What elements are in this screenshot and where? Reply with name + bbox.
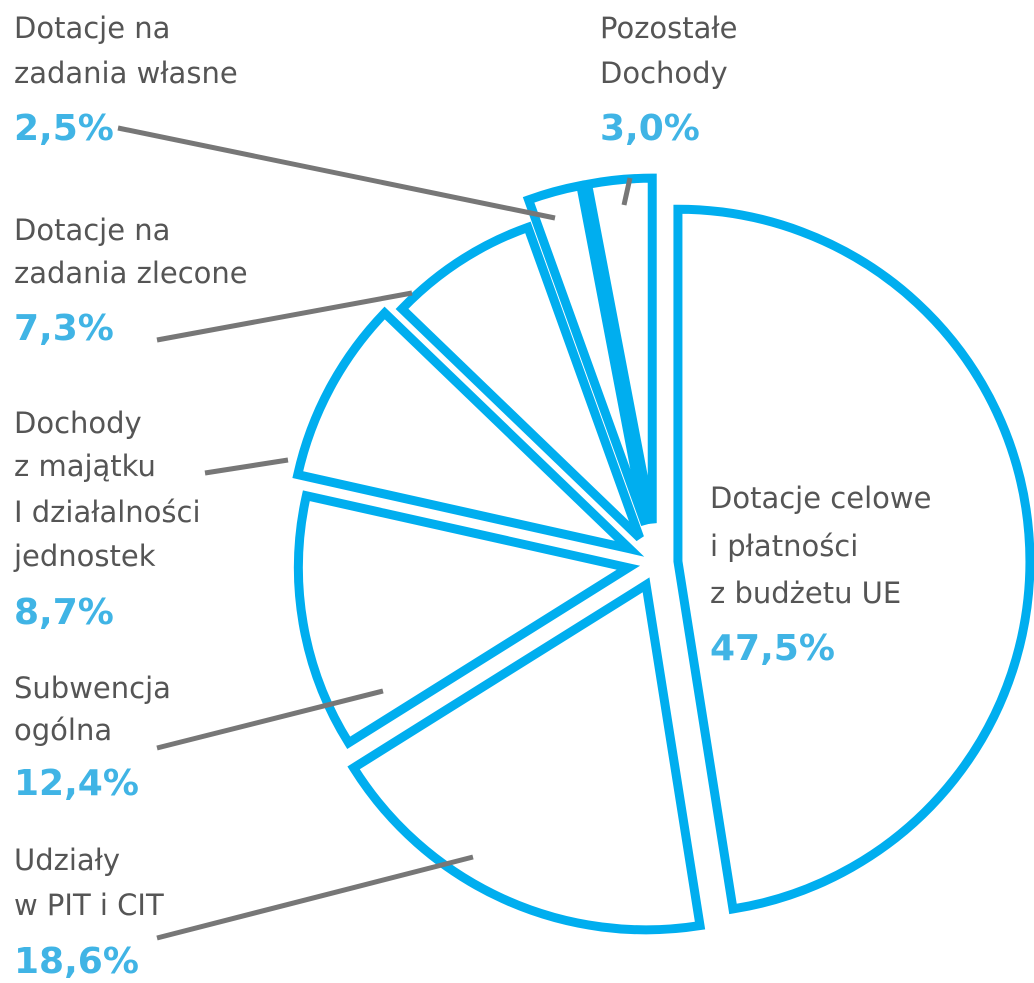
slice-label: jednostek [13, 539, 156, 573]
slice-label: w PIT i CIT [14, 888, 164, 922]
slice-label: Dochody [14, 406, 142, 440]
slice-label: i płatności [710, 529, 858, 563]
value-label: 12,4% [14, 763, 139, 804]
leader-line [156, 688, 384, 751]
slice-label: zadania własne [14, 56, 238, 90]
leader-line [621, 177, 633, 206]
slice-label: z budżetu UE [710, 576, 901, 610]
slice-label: Dochody [600, 56, 728, 90]
slice-label: ogólna [14, 713, 112, 747]
slice-label: zadania zlecone [14, 256, 248, 290]
pie-slice [347, 577, 706, 935]
pie-slice [292, 306, 645, 557]
slice-label: Subwencja [14, 671, 171, 705]
slice-label: z majątku [14, 449, 156, 483]
pie-slice [673, 204, 1034, 915]
value-label: 3,0% [600, 108, 700, 149]
value-label: 18,6% [14, 941, 139, 982]
slice-label: I działalności [14, 495, 201, 529]
leader-line [117, 125, 556, 221]
pie-slice [395, 221, 644, 542]
pie-slice [522, 180, 650, 526]
leader-line [204, 457, 289, 476]
slice-label: Udziały [14, 843, 120, 877]
slice-label: Pozostałe [600, 11, 738, 45]
leader-line [156, 290, 413, 343]
slice-label: Dotacje na [14, 11, 170, 45]
leader-line [156, 854, 474, 941]
value-label: 2,5% [14, 108, 114, 149]
slice-label: Dotacje celowe [710, 481, 931, 515]
value-label: 7,3% [14, 308, 114, 349]
slice-label: Dotacje na [14, 213, 170, 247]
value-label: 8,7% [14, 592, 114, 633]
value-label: 47,5% [710, 628, 835, 669]
pie-slice [293, 490, 641, 749]
pie-slice [582, 173, 657, 525]
